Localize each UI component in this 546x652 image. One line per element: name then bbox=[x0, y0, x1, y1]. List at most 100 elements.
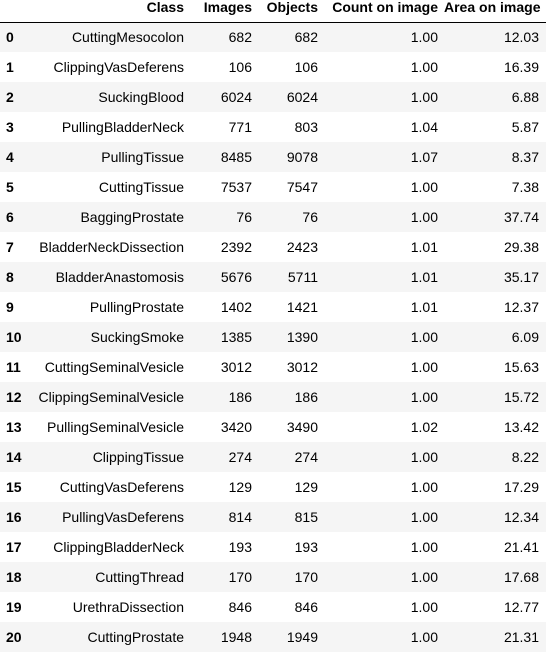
cell-objects: 803 bbox=[294, 119, 318, 135]
cell-images: 170 bbox=[228, 569, 252, 585]
cell-count-on-image: 1.00 bbox=[410, 59, 438, 75]
row-index: 17 bbox=[6, 539, 22, 555]
row-index: 20 bbox=[6, 629, 22, 645]
cell-area-on-image: 8.37 bbox=[511, 149, 539, 165]
header-count-on-image: Count on image bbox=[324, 0, 444, 23]
cell-objects: 5711 bbox=[287, 269, 318, 285]
cell-area-on-image: 12.34 bbox=[503, 509, 539, 525]
table-row: 10 SuckingSmoke 1385 1390 1.00 6.09 bbox=[0, 322, 546, 352]
cell-count-on-image: 1.02 bbox=[410, 419, 438, 435]
cell-count-on-image: 1.07 bbox=[410, 149, 438, 165]
cell-count-on-image: 1.00 bbox=[410, 599, 438, 615]
row-index: 13 bbox=[6, 419, 22, 435]
header-index bbox=[0, 0, 30, 23]
cell-objects: 815 bbox=[294, 509, 318, 525]
cell-class: ClippingSeminalVesicle bbox=[38, 389, 184, 405]
cell-objects: 106 bbox=[294, 59, 318, 75]
row-index: 4 bbox=[6, 149, 14, 165]
table-row: 1 ClippingVasDeferens 106 106 1.00 16.39 bbox=[0, 52, 546, 82]
cell-count-on-image: 1.00 bbox=[410, 449, 438, 465]
cell-count-on-image: 1.00 bbox=[410, 29, 438, 46]
table-header: Class Images Objects Count on image Area… bbox=[0, 0, 546, 23]
table-row: 13 PullingSeminalVesicle 3420 3490 1.02 13.42 bbox=[0, 412, 546, 442]
cell-objects: 1390 bbox=[286, 329, 318, 345]
cell-area-on-image: 29.38 bbox=[503, 239, 539, 255]
cell-objects: 76 bbox=[302, 209, 318, 225]
row-index: 12 bbox=[6, 389, 22, 405]
cell-images: 193 bbox=[228, 539, 252, 555]
cell-area-on-image: 17.29 bbox=[503, 479, 539, 495]
cell-objects: 186 bbox=[294, 389, 318, 405]
cell-class: PullingTissue bbox=[101, 149, 184, 165]
table-body: 0 CuttingMesocolon 682 682 1.00 12.03 1 Clippin… bbox=[0, 22, 546, 652]
cell-count-on-image: 1.00 bbox=[410, 479, 438, 495]
row-index: 1 bbox=[6, 59, 14, 75]
cell-count-on-image: 1.00 bbox=[410, 569, 438, 585]
header-area-on-image: Area on image bbox=[444, 0, 546, 23]
table-row: 0 CuttingMesocolon 682 682 1.00 12.03 bbox=[0, 22, 546, 52]
cell-images: 3420 bbox=[220, 419, 252, 435]
cell-area-on-image: 21.31 bbox=[503, 629, 539, 645]
row-index: 7 bbox=[6, 239, 14, 255]
table-row: 11 CuttingSeminalVesicle 3012 3012 1.00 15.63 bbox=[0, 352, 546, 382]
table-row: 12 ClippingSeminalVesicle 186 186 1.00 15.72 bbox=[0, 382, 546, 412]
cell-class: ClippingBladderNeck bbox=[53, 539, 184, 555]
table-row: 9 PullingProstate 1402 1421 1.01 12.37 bbox=[0, 292, 546, 322]
row-index: 6 bbox=[6, 209, 14, 225]
cell-area-on-image: 35.17 bbox=[503, 269, 539, 285]
cell-images: 1402 bbox=[220, 299, 252, 315]
cell-count-on-image: 1.00 bbox=[410, 359, 438, 375]
cell-class: CuttingSeminalVesicle bbox=[44, 359, 184, 375]
row-index: 16 bbox=[6, 509, 22, 525]
row-index: 0 bbox=[6, 29, 14, 46]
header-class: Class bbox=[30, 0, 190, 23]
cell-area-on-image: 21.41 bbox=[503, 539, 539, 555]
row-index: 8 bbox=[6, 269, 14, 285]
cell-images: 1948 bbox=[220, 629, 252, 645]
cell-images: 771 bbox=[228, 119, 252, 135]
row-index: 15 bbox=[6, 479, 22, 495]
cell-objects: 3490 bbox=[286, 419, 318, 435]
cell-area-on-image: 12.77 bbox=[503, 599, 539, 615]
row-index: 9 bbox=[6, 299, 14, 315]
table-row: 4 PullingTissue 8485 9078 1.07 8.37 bbox=[0, 142, 546, 172]
cell-area-on-image: 37.74 bbox=[503, 209, 539, 225]
cell-class: PullingSeminalVesicle bbox=[47, 419, 184, 435]
cell-images: 682 bbox=[228, 29, 252, 46]
cell-class: PullingVasDeferens bbox=[62, 509, 184, 525]
cell-area-on-image: 17.68 bbox=[503, 569, 539, 585]
cell-objects: 193 bbox=[294, 539, 318, 555]
cell-area-on-image: 12.37 bbox=[503, 299, 539, 315]
cell-count-on-image: 1.00 bbox=[410, 209, 438, 225]
cell-class: UrethraDissection bbox=[72, 599, 184, 615]
cell-objects: 274 bbox=[294, 449, 318, 465]
row-index: 11 bbox=[6, 359, 21, 375]
cell-count-on-image: 1.00 bbox=[410, 89, 438, 105]
cell-class: BladderNeckDissection bbox=[39, 239, 184, 255]
table-row: 19 UrethraDissection 846 846 1.00 12.77 bbox=[0, 592, 546, 622]
cell-area-on-image: 8.22 bbox=[511, 449, 539, 465]
cell-class: BladderAnastomosis bbox=[55, 269, 184, 285]
row-index: 3 bbox=[6, 119, 14, 135]
cell-count-on-image: 1.00 bbox=[410, 509, 438, 525]
cell-objects: 2423 bbox=[286, 239, 318, 255]
cell-area-on-image: 13.42 bbox=[503, 419, 539, 435]
cell-objects: 170 bbox=[294, 569, 318, 585]
cell-images: 7537 bbox=[220, 179, 252, 195]
table-row: 8 BladderAnastomosis 5676 5711 1.01 35.17 bbox=[0, 262, 546, 292]
cell-objects: 9078 bbox=[286, 149, 318, 165]
header-images: Images bbox=[190, 0, 258, 23]
row-index: 18 bbox=[6, 569, 22, 585]
cell-area-on-image: 15.72 bbox=[503, 389, 539, 405]
row-index: 19 bbox=[6, 599, 22, 615]
row-index: 14 bbox=[6, 449, 22, 465]
cell-area-on-image: 7.38 bbox=[511, 179, 539, 195]
cell-images: 106 bbox=[228, 59, 252, 75]
cell-images: 3012 bbox=[220, 359, 252, 375]
row-index: 5 bbox=[6, 179, 14, 195]
cell-count-on-image: 1.00 bbox=[410, 329, 438, 345]
cell-area-on-image: 16.39 bbox=[503, 59, 539, 75]
cell-class: CuttingThread bbox=[95, 569, 184, 585]
cell-class: SuckingSmoke bbox=[90, 329, 184, 345]
